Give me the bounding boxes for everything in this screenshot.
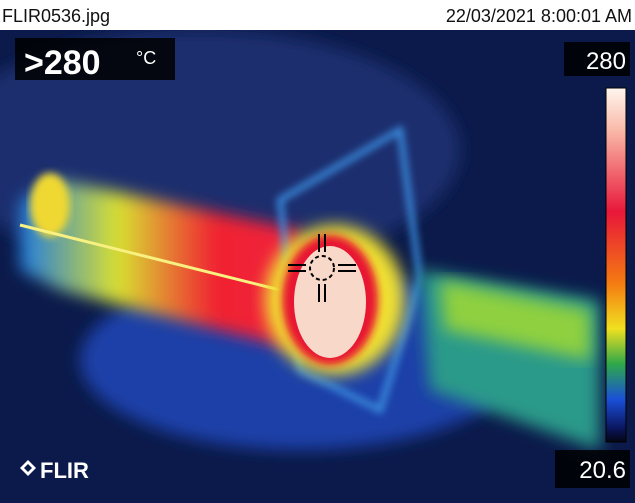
hot-spot [294,246,366,358]
crosshair [288,234,356,302]
filename: FLIR0536.jpg [2,6,111,26]
logo: FLIR [40,458,89,483]
scale-min-box [555,450,630,488]
edge-highlight [19,223,281,292]
scale-min: 20.6 [579,457,626,484]
tube-end [30,173,70,237]
left-tube [20,180,300,350]
thermal-image: >280 °C 280 20.6 FLIR [0,30,635,503]
readout-box [15,38,175,80]
color-bar [605,87,627,443]
header: FLIR0536.jpg 22/03/2021 8:00:01 AM [0,0,635,30]
scale-max: 280 [586,48,626,75]
readout-unit: °C [136,48,156,68]
timestamp: 22/03/2021 8:00:01 AM [445,6,632,26]
readout-value: >280 [24,44,101,82]
scale-max-box [564,42,630,76]
logo-icon [20,460,36,476]
right-tube-top [440,280,590,360]
